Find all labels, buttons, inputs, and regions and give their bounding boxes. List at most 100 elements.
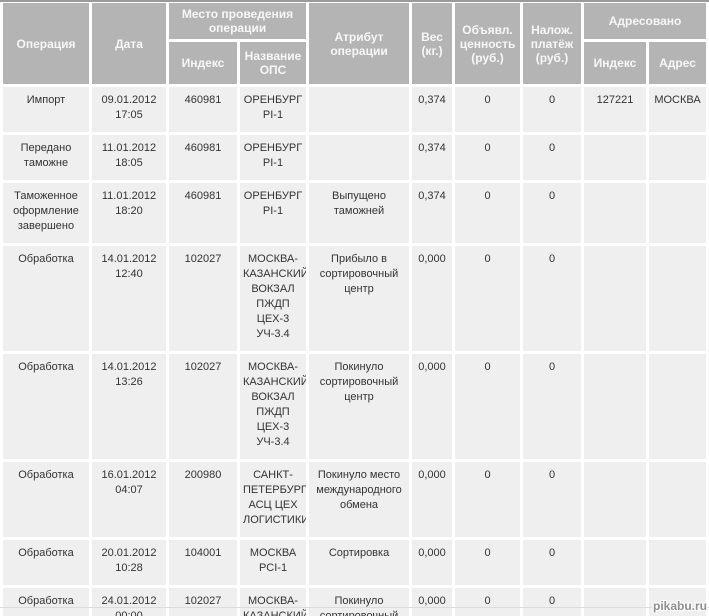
declared-value-cell: 0 bbox=[455, 462, 521, 537]
operation-cell: Обработка bbox=[3, 354, 89, 459]
date-cell: 24.01.2012 00:00 bbox=[92, 588, 166, 616]
operation-cell: Обработка bbox=[3, 462, 89, 537]
address-cell bbox=[649, 183, 707, 243]
date-cell: 14.01.2012 12:40 bbox=[92, 246, 166, 351]
addressed-index-cell bbox=[584, 540, 647, 585]
declared-value-cell: 0 bbox=[455, 87, 521, 132]
tracking-table-header: Операция Дата Место проведения операции … bbox=[3, 3, 707, 84]
addressed-index-cell bbox=[584, 135, 647, 180]
addressed-index-cell bbox=[584, 588, 647, 616]
place-name-cell: МОСКВА-КАЗАНСКИЙ ВОКЗАЛ ПЖДП ЦЕХ-3 УЧ-3.… bbox=[240, 354, 307, 459]
declared-value-cell: 0 bbox=[455, 135, 521, 180]
address-cell bbox=[649, 540, 707, 585]
attribute-cell: Прибыло в сортировочный центр bbox=[309, 246, 410, 351]
table-row: Обработка 16.01.2012 04:07 200980 САНКТ-… bbox=[3, 462, 707, 537]
date-cell: 11.01.2012 18:05 bbox=[92, 135, 166, 180]
date-cell: 14.01.2012 13:26 bbox=[92, 354, 166, 459]
operation-cell: Обработка bbox=[3, 588, 89, 616]
attribute-cell: Выпущено таможней bbox=[309, 183, 410, 243]
place-index-cell: 460981 bbox=[169, 135, 237, 180]
operation-cell: Передано таможне bbox=[3, 135, 89, 180]
table-row: Обработка 24.01.2012 00:00 102027 МОСКВА… bbox=[3, 588, 707, 616]
header-addressed-address: Адрес bbox=[649, 42, 707, 84]
attribute-cell bbox=[309, 135, 410, 180]
cod-cell: 0 bbox=[523, 135, 582, 180]
weight-cell: 0,000 bbox=[412, 354, 453, 459]
place-name-cell: САНКТ-ПЕТЕРБУРГ АСЦ ЦЕХ ЛОГИСТИКИ bbox=[240, 462, 307, 537]
address-cell bbox=[649, 588, 707, 616]
weight-cell: 0,000 bbox=[412, 462, 453, 537]
declared-value-cell: 0 bbox=[455, 183, 521, 243]
place-index-cell: 460981 bbox=[169, 183, 237, 243]
addressed-index-cell: 127221 bbox=[584, 87, 647, 132]
declared-value-cell: 0 bbox=[455, 540, 521, 585]
place-index-cell: 200980 bbox=[169, 462, 237, 537]
attribute-cell: Покинуло сортировочный центр bbox=[309, 588, 410, 616]
table-row: Таможенное оформление завершено 11.01.20… bbox=[3, 183, 707, 243]
addressed-index-cell bbox=[584, 354, 647, 459]
cod-cell: 0 bbox=[523, 588, 582, 616]
place-name-cell: ОРЕНБУРГ PI-1 bbox=[240, 183, 307, 243]
address-cell bbox=[649, 354, 707, 459]
place-name-cell: ОРЕНБУРГ PI-1 bbox=[240, 87, 307, 132]
address-cell bbox=[649, 246, 707, 351]
attribute-cell bbox=[309, 87, 410, 132]
place-name-cell: МОСКВА PCI-1 bbox=[240, 540, 307, 585]
header-addressed-index: Индекс bbox=[584, 42, 647, 84]
header-date: Дата bbox=[92, 3, 166, 84]
date-cell: 11.01.2012 18:20 bbox=[92, 183, 166, 243]
attribute-cell: Покинуло место международного обмена bbox=[309, 462, 410, 537]
addressed-index-cell bbox=[584, 246, 647, 351]
attribute-cell: Покинуло сортировочный центр bbox=[309, 354, 410, 459]
place-index-cell: 102027 bbox=[169, 354, 237, 459]
place-index-cell: 460981 bbox=[169, 87, 237, 132]
table-row: Импорт 09.01.2012 17:05 460981 ОРЕНБУРГ … bbox=[3, 87, 707, 132]
operation-cell: Импорт bbox=[3, 87, 89, 132]
cod-cell: 0 bbox=[523, 354, 582, 459]
place-name-cell: МОСКВА-КАЗАНСКИЙ ВОКЗАЛ ПЖДП ЦЕХ-3 УЧ-3.… bbox=[240, 588, 307, 616]
declared-value-cell: 0 bbox=[455, 588, 521, 616]
table-row: Обработка 20.01.2012 10:28 104001 МОСКВА… bbox=[3, 540, 707, 585]
header-place-name: Название ОПС bbox=[240, 42, 307, 84]
header-cod: Налож. платёж (руб.) bbox=[523, 3, 582, 84]
weight-cell: 0,374 bbox=[412, 135, 453, 180]
cod-cell: 0 bbox=[523, 540, 582, 585]
header-place-index: Индекс bbox=[169, 42, 237, 84]
table-row: Обработка 14.01.2012 12:40 102027 МОСКВА… bbox=[3, 246, 707, 351]
address-cell bbox=[649, 135, 707, 180]
addressed-index-cell bbox=[584, 183, 647, 243]
cod-cell: 0 bbox=[523, 462, 582, 537]
declared-value-cell: 0 bbox=[455, 246, 521, 351]
place-name-cell: МОСКВА-КАЗАНСКИЙ ВОКЗАЛ ПЖДП ЦЕХ-3 УЧ-3.… bbox=[240, 246, 307, 351]
place-index-cell: 102027 bbox=[169, 588, 237, 616]
header-weight: Вес (кг.) bbox=[412, 3, 453, 84]
top-divider bbox=[0, 0, 709, 2]
addressed-index-cell bbox=[584, 462, 647, 537]
address-cell: МОСКВА bbox=[649, 87, 707, 132]
operation-cell: Обработка bbox=[3, 540, 89, 585]
weight-cell: 0,374 bbox=[412, 183, 453, 243]
header-place-group: Место проведения операции bbox=[169, 3, 307, 39]
date-cell: 16.01.2012 04:07 bbox=[92, 462, 166, 537]
header-attribute: Атрибут операции bbox=[309, 3, 410, 84]
place-index-cell: 102027 bbox=[169, 246, 237, 351]
tracking-table-body: Импорт 09.01.2012 17:05 460981 ОРЕНБУРГ … bbox=[3, 87, 707, 616]
declared-value-cell: 0 bbox=[455, 354, 521, 459]
pikabu-watermark: pikabu.ru bbox=[652, 599, 707, 613]
weight-cell: 0,000 bbox=[412, 246, 453, 351]
table-row: Обработка 14.01.2012 13:26 102027 МОСКВА… bbox=[3, 354, 707, 459]
weight-cell: 0,374 bbox=[412, 87, 453, 132]
cod-cell: 0 bbox=[523, 183, 582, 243]
date-cell: 09.01.2012 17:05 bbox=[92, 87, 166, 132]
bottom-divider bbox=[0, 607, 709, 608]
operation-cell: Таможенное оформление завершено bbox=[3, 183, 89, 243]
weight-cell: 0,000 bbox=[412, 540, 453, 585]
header-operation: Операция bbox=[3, 3, 89, 84]
header-declared-value: Объявл. ценность (руб.) bbox=[455, 3, 521, 84]
date-cell: 20.01.2012 10:28 bbox=[92, 540, 166, 585]
table-row: Передано таможне 11.01.2012 18:05 460981… bbox=[3, 135, 707, 180]
address-cell bbox=[649, 462, 707, 537]
header-addressed-group: Адресовано bbox=[584, 3, 707, 39]
